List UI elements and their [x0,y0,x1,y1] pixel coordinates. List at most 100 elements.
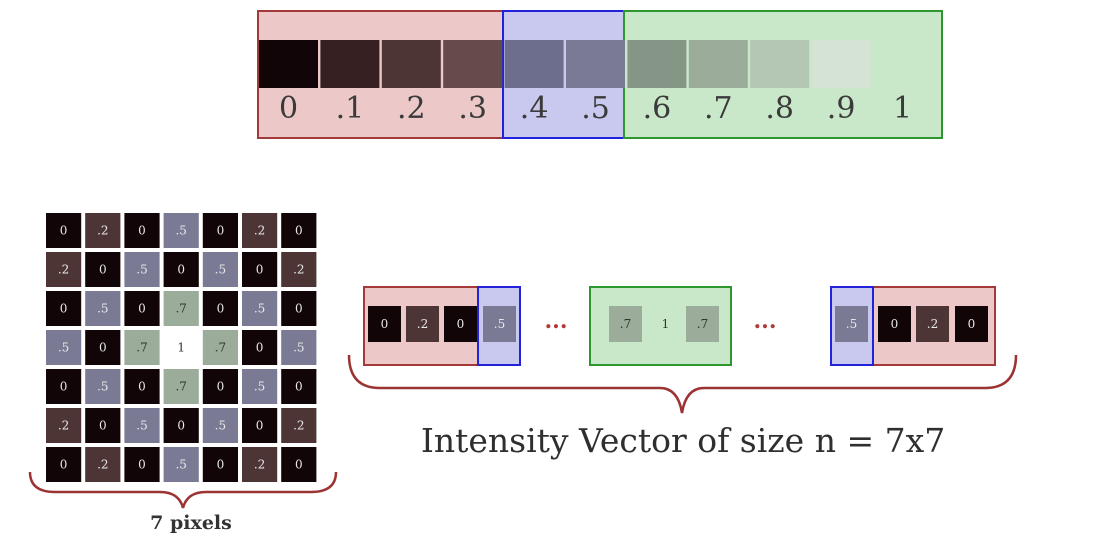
scale-swatch [750,40,810,88]
pixel-cell [281,447,317,482]
pixel-value: .2 [58,263,69,277]
pixel-cell [202,213,238,248]
scale-swatch [566,40,625,88]
pixel-value: .2 [293,263,304,277]
pixel-cell [281,252,317,287]
pixel-cell [85,447,121,482]
pixel-value: .7 [136,341,147,355]
vector-value: 0 [381,317,389,331]
grid-width-brace [28,471,338,509]
pixel-value: .2 [254,224,265,238]
pixel-cell [85,408,121,443]
pixel-cell [281,408,317,443]
pixel-cell [124,408,160,443]
pixel-value: 0 [138,224,146,238]
scale-label: .8 [765,91,794,126]
pixel-cell [163,213,199,248]
pixel-value: 0 [295,458,303,472]
pixel-cell [163,330,199,365]
pixel-cell [242,330,278,365]
pixel-value: .5 [215,419,226,433]
pixel-cell [85,291,121,326]
scale-label: .1 [336,91,365,126]
vector-cell [609,306,642,342]
scale-label: .2 [397,91,426,126]
scale-swatch [504,40,564,88]
scale-label: .9 [827,91,856,126]
pixel-value: .5 [97,302,108,316]
vector-ellipsis-left: ... [545,308,568,334]
pixel-cell [124,291,160,326]
pixel-cell [281,330,317,365]
pixel-cell [46,330,82,365]
pixel-cell [46,369,82,404]
pixel-cell [242,252,278,287]
pixel-cell [46,291,82,326]
pixel-cell [124,252,160,287]
vector-length-brace [347,354,1018,414]
pixel-value: 0 [99,263,107,277]
pixel-value: 0 [256,263,264,277]
vector-cell [483,306,516,342]
pixel-value: .5 [58,341,69,355]
pixel-value: 0 [138,380,146,394]
pixel-value: .5 [215,263,226,277]
pixel-value: 1 [177,341,185,355]
scale-swatch [259,40,318,88]
pixel-value: 0 [138,302,146,316]
pixel-value: 0 [99,419,107,433]
pixel-value: .5 [175,224,186,238]
vector-value: .7 [697,317,708,331]
pixel-value: .5 [175,458,186,472]
vector-cell [878,306,911,342]
vector-cell [368,306,401,342]
pixel-cell [163,252,199,287]
pixel-value: .2 [254,458,265,472]
pixel-value: .5 [97,380,108,394]
vector-cell [686,306,719,342]
pixel-cell [163,408,199,443]
pixel-value: .2 [58,419,69,433]
pixel-cell [281,213,317,248]
vector-cell [955,306,988,342]
pixel-cell [202,447,238,482]
pixel-value: .7 [175,380,186,394]
vector-value: .5 [846,317,857,331]
pixel-value: 0 [256,341,264,355]
vector-value: 0 [457,317,465,331]
vector-cell [444,306,477,342]
vector-value: 1 [662,317,670,331]
vector-cell [835,306,868,342]
pixel-value: 0 [177,419,185,433]
pixel-value: .7 [175,302,186,316]
pixel-value: 0 [217,224,225,238]
pixel-cell [202,330,238,365]
pixel-value: .5 [254,380,265,394]
pixel-value: 0 [295,302,303,316]
vector-value: .5 [494,317,505,331]
grid-width-caption: 7 pixels [150,512,232,534]
pixel-value: 0 [217,302,225,316]
vector-value: .2 [417,317,428,331]
pixel-value: .2 [97,224,108,238]
pixel-value: .5 [136,419,147,433]
pixel-cell [124,330,160,365]
scale-swatches [259,40,871,88]
vector-cell [916,306,949,342]
pixel-value: 0 [217,458,225,472]
pixel-cell [281,369,317,404]
vector-caption: Intensity Vector of size n = 7x7 [421,421,945,460]
pixel-cell [242,369,278,404]
scale-swatch [443,40,503,88]
grayscale-scale: 0 .1 .2 .3 .4 .5 .6 .7 .8 .9 1 [257,10,943,139]
pixel-cell [85,369,121,404]
scale-label: 0 [279,91,298,126]
scale-label: .6 [643,91,672,126]
pixel-cell [124,369,160,404]
pixel-value: .2 [97,458,108,472]
scale-swatch [688,40,748,88]
pixel-value: 0 [60,224,68,238]
pixel-cell [242,447,278,482]
pixel-cell [242,408,278,443]
